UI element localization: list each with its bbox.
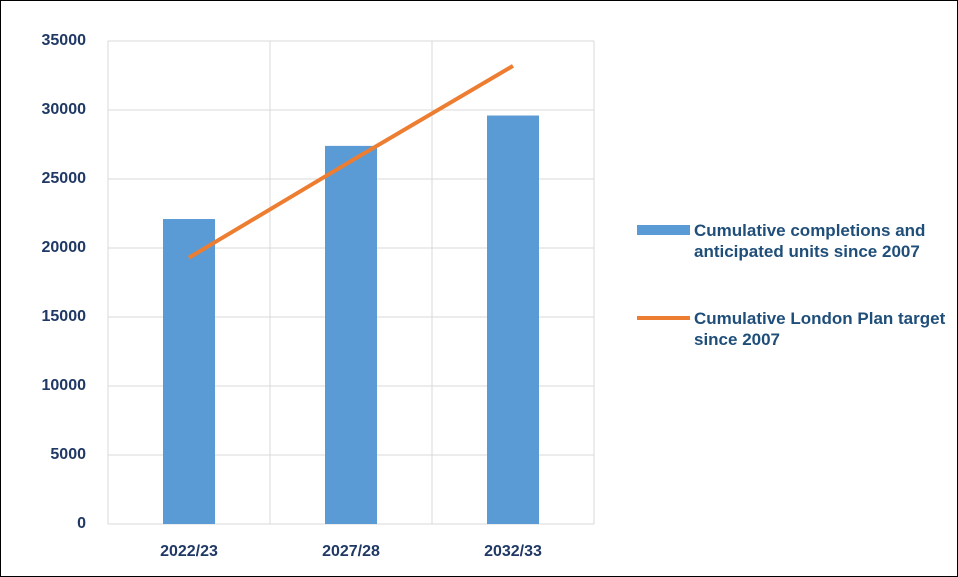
y-tick-label: 5000 [50,446,86,463]
x-tick-label: 2022/23 [160,543,218,560]
legend-entry: Cumulative completions and anticipated u… [694,221,926,261]
bar [163,219,215,524]
line-series [187,64,515,260]
legend-swatch [637,225,690,235]
y-tick-label: 10000 [42,377,87,394]
legend-entry: Cumulative London Plan target since 2007 [694,309,946,349]
y-tick-label: 20000 [42,239,87,256]
y-tick-label: 15000 [42,308,87,325]
y-tick-label: 25000 [42,170,87,187]
bar [325,145,377,524]
x-tick-label: 2027/28 [322,543,380,560]
bar [487,115,539,525]
y-tick-label: 0 [77,515,86,532]
y-tick-label: 35000 [42,32,87,49]
x-tick-label: 2032/33 [484,543,542,560]
y-tick-label: 30000 [42,101,87,118]
